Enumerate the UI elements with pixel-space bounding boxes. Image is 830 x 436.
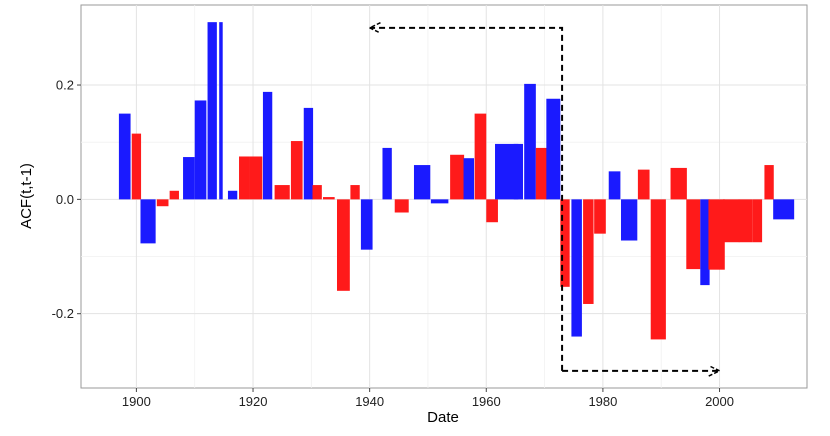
grid-minor bbox=[81, 5, 807, 388]
bar bbox=[290, 141, 303, 200]
bar bbox=[140, 199, 156, 244]
bar bbox=[394, 199, 409, 213]
bar bbox=[312, 185, 322, 200]
dashed-arrow-line bbox=[369, 26, 564, 371]
bar bbox=[773, 199, 795, 220]
arrow-head bbox=[367, 21, 381, 34]
bar bbox=[513, 143, 524, 200]
bar bbox=[239, 156, 250, 200]
bar bbox=[723, 199, 740, 243]
bar bbox=[450, 154, 465, 200]
x-tick-label: 1920 bbox=[239, 394, 268, 409]
bar bbox=[169, 190, 179, 200]
bar bbox=[650, 199, 666, 340]
y-tick-label: 0.2 bbox=[56, 78, 74, 93]
x-axis: 1900 1920 1940 1960 1980 2000 bbox=[122, 388, 734, 409]
x-tick-label: 1900 bbox=[122, 394, 151, 409]
bar bbox=[670, 167, 687, 200]
bar bbox=[360, 199, 373, 250]
bar bbox=[535, 147, 548, 200]
x-tick-label: 1960 bbox=[472, 394, 501, 409]
bar bbox=[303, 107, 314, 200]
bar bbox=[486, 199, 498, 223]
bar bbox=[594, 199, 606, 234]
bar bbox=[571, 199, 582, 337]
bar bbox=[227, 190, 238, 200]
x-tick-label: 1980 bbox=[588, 394, 617, 409]
bar bbox=[752, 199, 763, 243]
bar bbox=[495, 143, 519, 200]
annotations bbox=[367, 21, 722, 377]
bar bbox=[413, 165, 431, 200]
bar bbox=[274, 185, 290, 200]
bar bbox=[546, 98, 561, 200]
bar bbox=[194, 100, 207, 200]
bar bbox=[700, 199, 710, 286]
bar bbox=[764, 165, 774, 200]
bar bbox=[708, 199, 725, 270]
bars bbox=[118, 22, 795, 340]
bar bbox=[686, 199, 701, 270]
bar bbox=[620, 199, 638, 241]
bar bbox=[350, 185, 360, 200]
bar bbox=[183, 157, 195, 200]
bar bbox=[323, 197, 335, 200]
bar bbox=[463, 158, 475, 200]
bar bbox=[382, 147, 392, 200]
y-tick-label: -0.2 bbox=[52, 306, 74, 321]
arrow-head bbox=[708, 364, 722, 377]
bar bbox=[156, 199, 169, 207]
bar bbox=[262, 91, 273, 200]
bar bbox=[131, 133, 142, 200]
y-axis: -0.2 0.0 0.2 bbox=[52, 78, 81, 321]
bar bbox=[738, 199, 753, 243]
x-tick-label: 2000 bbox=[705, 394, 734, 409]
x-axis-title: Date bbox=[427, 409, 459, 426]
bar bbox=[219, 22, 223, 200]
y-axis-title: ACF(t,t-1) bbox=[18, 163, 35, 229]
x-tick-label: 1940 bbox=[355, 394, 384, 409]
bar bbox=[524, 83, 536, 200]
bar bbox=[249, 156, 263, 200]
bar bbox=[430, 199, 449, 204]
bar bbox=[637, 169, 650, 200]
y-tick-label: 0.0 bbox=[56, 192, 74, 207]
bar bbox=[336, 199, 350, 291]
bar bbox=[118, 113, 131, 200]
bar bbox=[474, 113, 487, 200]
bar bbox=[207, 22, 217, 200]
bar bbox=[608, 171, 621, 200]
bar bbox=[583, 199, 594, 304]
bar bbox=[560, 199, 570, 287]
